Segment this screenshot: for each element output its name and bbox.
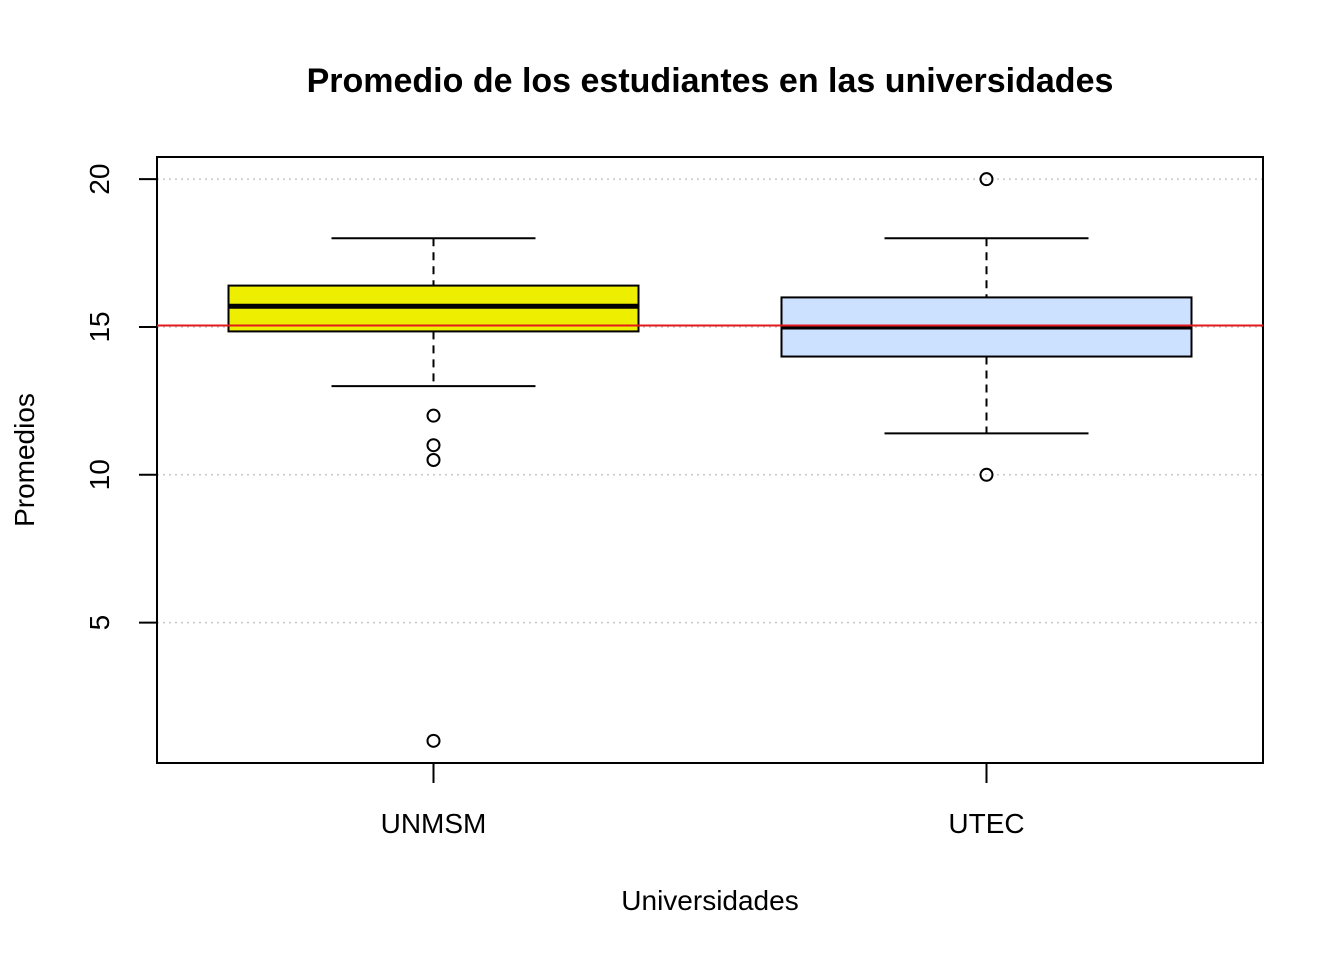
box-utec [780, 172, 1193, 482]
x-tick-label: UTEC [948, 808, 1024, 839]
x-axis-label: Universidades [621, 885, 798, 916]
boxes-group [227, 172, 1193, 748]
y-axis-label: Promedios [9, 393, 40, 527]
chart-title: Promedio de los estudiantes en las unive… [307, 62, 1114, 100]
y-tick-label: 15 [84, 311, 115, 342]
outlier-point [426, 733, 441, 748]
y-tick-label: 10 [84, 459, 115, 490]
outlier-point [426, 453, 441, 467]
x-tick-label: UNMSM [381, 808, 487, 839]
outlier-point [979, 172, 994, 187]
y-tick-label: 5 [84, 615, 115, 631]
axes-group: 5 10 15 20 UNMSM UTEC [84, 164, 1025, 839]
outlier-point [426, 438, 441, 453]
y-tick-label: 20 [84, 164, 115, 195]
plot-frame [156, 156, 1264, 764]
box-unmsm [227, 237, 640, 748]
outlier-point [979, 467, 994, 482]
outlier-point [426, 408, 441, 423]
grid-lines [157, 178, 1263, 624]
